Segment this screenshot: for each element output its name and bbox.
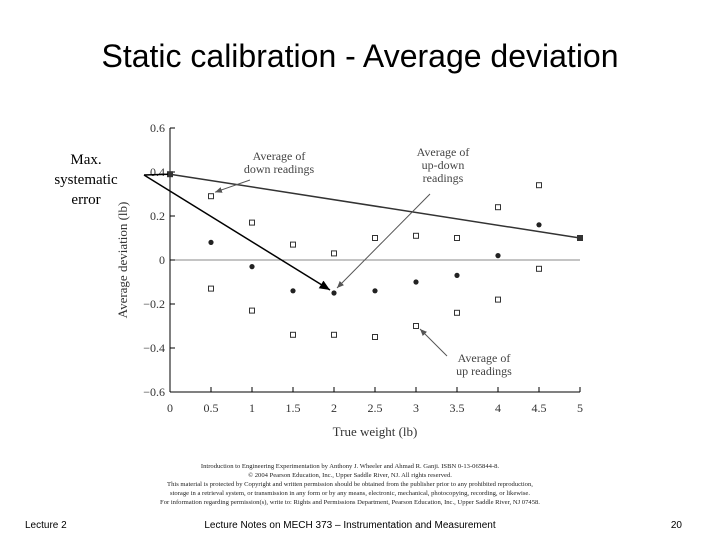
annotation-updown-arrow bbox=[336, 193, 431, 289]
y-tick-label: 0 bbox=[159, 253, 165, 267]
data-point-square bbox=[413, 232, 419, 239]
data-point-square bbox=[454, 309, 460, 316]
data-point-circle bbox=[290, 288, 296, 294]
data-point-square bbox=[290, 241, 296, 248]
y-tick-label: −0.4 bbox=[143, 341, 165, 355]
annotation-up-arrow bbox=[419, 328, 448, 357]
endpoint-marker bbox=[167, 171, 173, 178]
x-tick-label: 4 bbox=[495, 401, 501, 415]
data-point-circle bbox=[331, 290, 337, 296]
x-tick-label: 3.5 bbox=[450, 401, 465, 415]
y-tick-label: 0.4 bbox=[150, 165, 165, 179]
footer-lecture: Lecture 2 bbox=[25, 520, 67, 531]
footer-course: Lecture Notes on MECH 373 – Instrumentat… bbox=[204, 520, 496, 531]
data-point-square bbox=[372, 235, 378, 241]
annotation-updown-label: Average of bbox=[417, 145, 470, 159]
data-point-circle bbox=[249, 264, 255, 270]
callout-line: systematic bbox=[54, 172, 118, 188]
credit-line: © 2004 Pearson Education, Inc., Upper Sa… bbox=[248, 472, 452, 479]
data-point-square bbox=[331, 250, 337, 257]
slide-title: Static calibration - Average deviation bbox=[101, 38, 619, 74]
data-point-square bbox=[413, 323, 419, 329]
data-point-circle bbox=[208, 239, 214, 245]
x-tick-label: 2.5 bbox=[368, 401, 383, 415]
data-point-circle bbox=[454, 272, 460, 278]
y-tick-label: 0.6 bbox=[150, 121, 165, 135]
copyright-credit: Introduction to Engineering Experimentat… bbox=[95, 462, 605, 507]
y-tick-label: −0.6 bbox=[143, 385, 165, 399]
annotation-down-label: down readings bbox=[244, 162, 315, 176]
credit-line: storage in a retrieval system, or transm… bbox=[170, 490, 530, 497]
x-tick-label: 0.5 bbox=[204, 401, 219, 415]
annotation-up-label: up readings bbox=[456, 364, 512, 378]
annotation-updown-label: up-down bbox=[422, 158, 465, 172]
data-point-square bbox=[249, 307, 255, 314]
x-tick-label: 4.5 bbox=[532, 401, 547, 415]
data-point-square bbox=[208, 193, 214, 200]
data-point-square bbox=[536, 265, 542, 272]
annotation-down-label: Average of bbox=[253, 149, 306, 163]
data-point-square bbox=[331, 331, 337, 338]
callout-line: error bbox=[71, 192, 101, 208]
y-tick-label: 0.2 bbox=[150, 209, 165, 223]
data-point-square bbox=[208, 285, 214, 292]
data-point-square bbox=[495, 204, 501, 211]
data-point-square bbox=[372, 334, 378, 340]
data-point-circle bbox=[536, 222, 542, 228]
annotation-updown-label: readings bbox=[423, 171, 464, 185]
x-tick-label: 1.5 bbox=[286, 401, 301, 415]
y-axis-label: Average deviation (lb) bbox=[115, 202, 130, 319]
data-point-square bbox=[495, 296, 501, 303]
data-point-circle bbox=[495, 253, 501, 259]
callout-line: Max. bbox=[70, 152, 102, 168]
endpoint-marker bbox=[577, 235, 583, 241]
annotation-down-arrow bbox=[214, 179, 251, 193]
page-number: 20 bbox=[670, 520, 682, 531]
systematic-error-trend-line bbox=[169, 173, 581, 239]
x-tick-label: 0 bbox=[167, 401, 173, 415]
max-systematic-error-label: Max. systematic error bbox=[36, 150, 136, 210]
data-point-square bbox=[249, 219, 255, 226]
data-point-circle bbox=[413, 279, 419, 285]
credit-line: Introduction to Engineering Experimentat… bbox=[200, 463, 500, 470]
annotation-up-label: Average of bbox=[458, 351, 511, 365]
data-point-square bbox=[536, 182, 542, 189]
x-tick-label: 1 bbox=[249, 401, 255, 415]
max-error-connector bbox=[143, 173, 169, 176]
y-tick-label: −0.2 bbox=[143, 297, 165, 311]
credit-line: This material is protected by Copyright … bbox=[167, 481, 533, 488]
x-tick-label: 5 bbox=[577, 401, 583, 415]
data-point-circle bbox=[372, 288, 378, 294]
max-error-arrow bbox=[143, 174, 331, 291]
x-tick-label: 2 bbox=[331, 401, 337, 415]
data-point-square bbox=[454, 235, 460, 241]
x-tick-label: 3 bbox=[413, 401, 419, 415]
x-axis-label: True weight (lb) bbox=[333, 424, 418, 439]
data-point-square bbox=[290, 331, 296, 338]
credit-line: For information regarding permission(s),… bbox=[160, 499, 540, 506]
